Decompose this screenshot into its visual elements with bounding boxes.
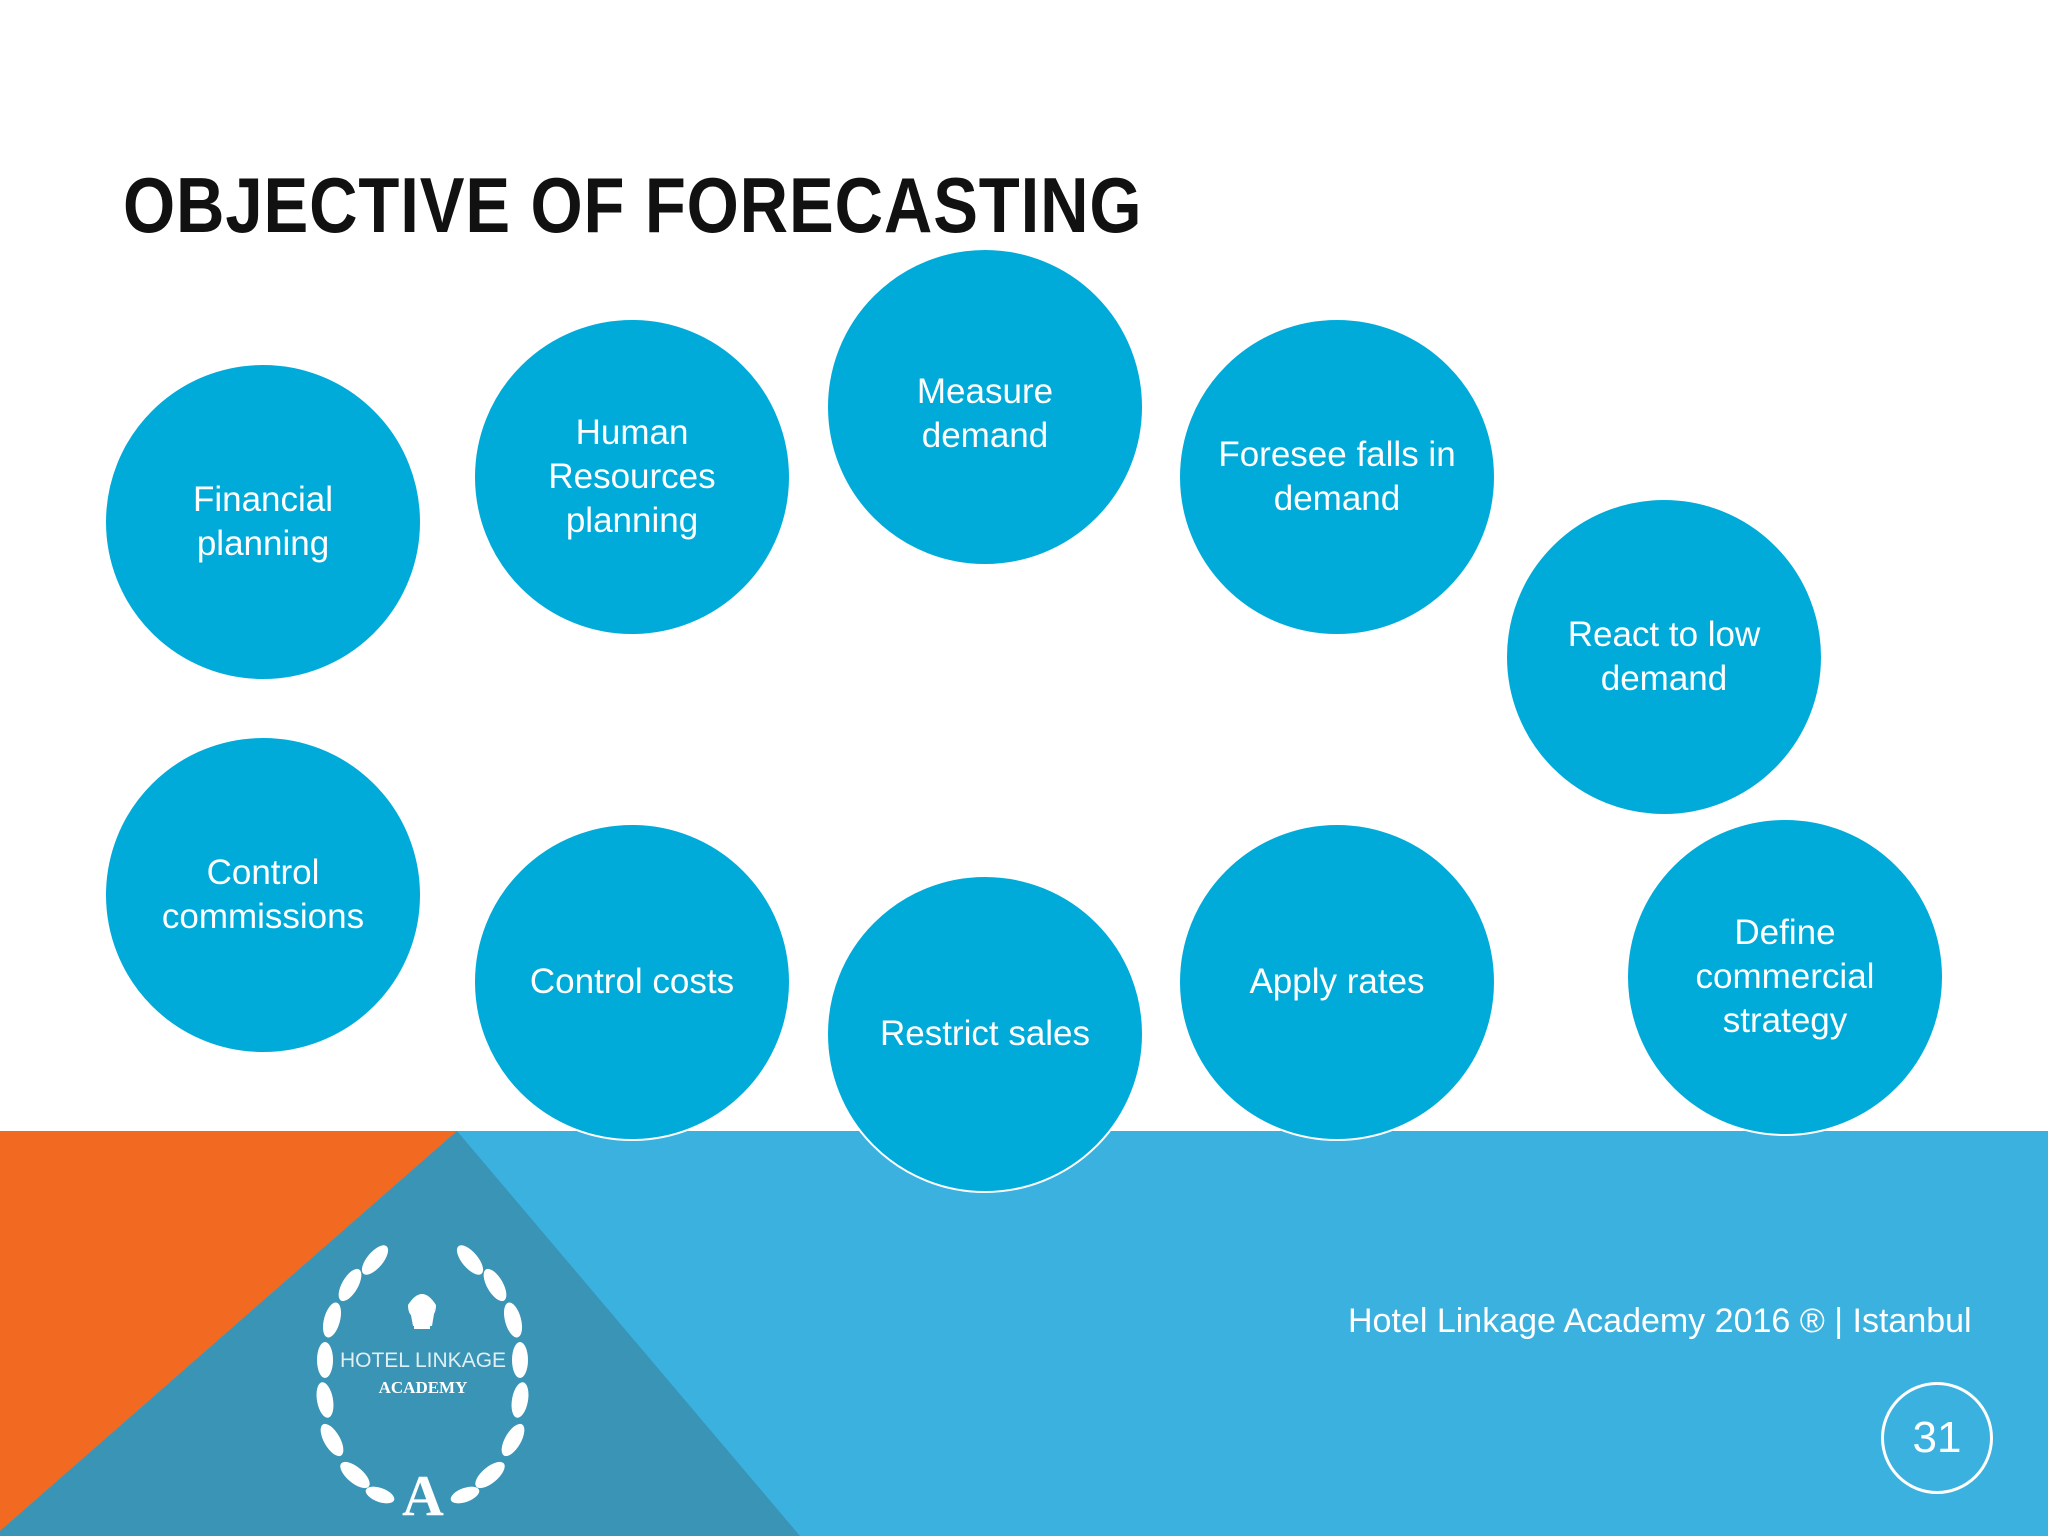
objective-apply-rates: Apply rates xyxy=(1178,823,1496,1141)
objective-hr-planning: Human Resources planning xyxy=(473,318,791,636)
chef-hat-icon xyxy=(408,1294,436,1329)
slide-title: OBJECTIVE OF FORECASTING xyxy=(123,161,1143,249)
svg-text:HOTEL LINKAGE: HOTEL LINKAGE xyxy=(340,1349,506,1372)
objective-restrict-sales: Restrict sales xyxy=(826,875,1144,1193)
objective-foresee-falls: Foresee falls in demand xyxy=(1178,318,1496,636)
objective-react-low-demand: React to low demand xyxy=(1505,498,1823,816)
footer-text: Hotel Linkage Academy 2016 ® | Istanbul xyxy=(1348,1302,1972,1340)
page-number: 31 xyxy=(1881,1382,1993,1494)
objective-measure-demand: Measure demand xyxy=(826,248,1144,566)
laurel-left-icon xyxy=(316,1245,395,1504)
dark-triangle xyxy=(0,1131,800,1536)
laurel-right-icon xyxy=(450,1245,529,1504)
objective-control-costs: Control costs xyxy=(473,823,791,1141)
objective-financial-planning: Financial planning xyxy=(104,363,422,681)
svg-text:ACADEMY: ACADEMY xyxy=(379,1378,468,1397)
academy-logo: HOTEL LINKAGE ACADEMY A xyxy=(316,1245,529,1528)
svg-text:A: A xyxy=(402,1463,444,1528)
objective-control-commissions: Control commissions xyxy=(104,736,422,1054)
objective-define-strategy: Define commercial strategy xyxy=(1626,818,1944,1136)
